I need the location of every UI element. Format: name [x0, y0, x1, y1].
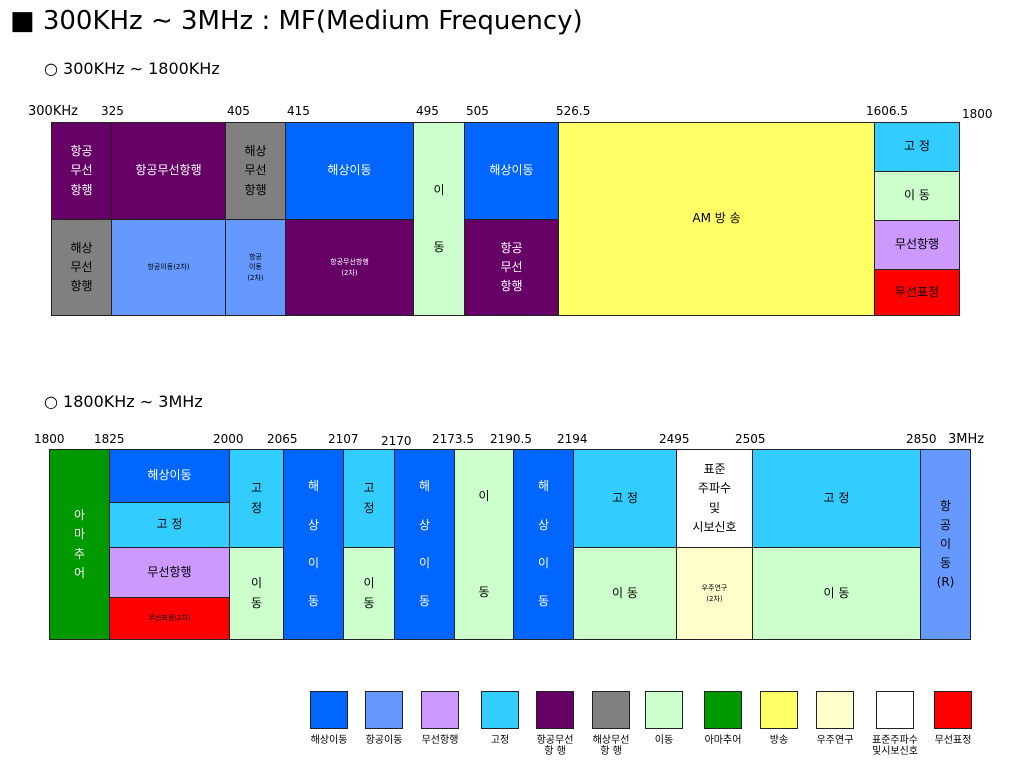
tick-label: 2194: [557, 432, 588, 446]
tick-label: 2505: [735, 432, 766, 446]
tick-label: 2107: [328, 432, 359, 446]
legend-label: 항공무선 항 행: [536, 735, 574, 757]
band-block: 해 상 이 동: [394, 449, 455, 640]
legend-label: 표준주파수 및시보신호: [872, 735, 918, 757]
tick-label: 415: [287, 104, 310, 118]
legend-label: 우주연구: [816, 735, 854, 746]
page-title: ■ 300KHz ∼ 3MHz : MF(Medium Frequency): [10, 6, 583, 36]
band-block: 고 정: [752, 449, 921, 548]
band-block: AM 방 송: [558, 122, 875, 316]
legend-swatch: [481, 691, 519, 729]
legend-label: 무선표정: [934, 735, 972, 746]
legend-label: 방송: [769, 735, 789, 746]
band-block: 항 공 이 동 (R): [920, 449, 971, 640]
legend-swatch: [536, 691, 574, 729]
section1-heading: ○ 300KHz ∼ 1800KHz: [44, 59, 220, 78]
tick-label: 1606.5: [866, 104, 908, 118]
legend-label: 아마추어: [704, 735, 742, 746]
band-block: 아 마 추 어: [49, 449, 110, 640]
legend-label: 해상무선 항 행: [592, 735, 630, 757]
band-block: 고 정: [229, 449, 284, 548]
tick-label: 2173.5: [432, 432, 474, 446]
band-block: 무선표정: [874, 269, 960, 316]
legend-label: 무선항행: [421, 735, 459, 746]
band-block: 이 동: [573, 547, 677, 640]
legend-swatch: [365, 691, 403, 729]
tick-label: 2495: [659, 432, 690, 446]
band-block: 해상이동: [109, 449, 230, 503]
tick-label: 1800: [34, 432, 65, 446]
band-block: 항공무선항행: [111, 122, 226, 220]
legend-swatch: [421, 691, 459, 729]
tick-label: 1825: [94, 432, 125, 446]
band-block: 이 동: [874, 171, 960, 221]
band-block: 이 동: [229, 547, 284, 640]
band-block: 표준 주파수 및 시보신호: [676, 449, 753, 548]
band-block: 무선표정(2차): [109, 597, 230, 640]
band-block: 무선항행: [874, 220, 960, 270]
tick-label: 2190.5: [490, 432, 532, 446]
tick-label: 2850: [906, 432, 937, 446]
band-block: 이 동: [343, 547, 395, 640]
band-block: 이 동: [413, 122, 465, 316]
legend-label: 항공이동: [365, 735, 403, 746]
legend-swatch: [934, 691, 972, 729]
tick-label: 2065: [267, 432, 298, 446]
band-block: 항공이동(2차): [111, 219, 226, 316]
band-block: 항공무선항행 (2차): [285, 219, 414, 316]
band-block: 고 정: [109, 502, 230, 548]
tick-label: 526.5: [556, 104, 591, 118]
band-block: 해 상 이 동: [283, 449, 344, 640]
legend-label: 고정: [490, 735, 510, 746]
tick-label: 325: [101, 104, 124, 118]
tick-label: 505: [466, 104, 489, 118]
legend-label: 이동: [654, 735, 674, 746]
band-block: 우주연구 (2차): [676, 547, 753, 640]
band-block: 고 정: [343, 449, 395, 548]
legend-swatch: [704, 691, 742, 729]
band-block: 해상이동: [464, 122, 559, 220]
legend-swatch: [592, 691, 630, 729]
band-block: 항공 무선 항행: [51, 122, 112, 220]
legend-swatch: [310, 691, 348, 729]
band-block: 이 동: [752, 547, 921, 640]
band-block: 항공 이동 (2차): [225, 219, 286, 316]
band-block: 해 상 이 동: [513, 449, 574, 640]
band-block: 고 정: [874, 122, 960, 172]
band-block: 해상 무선 항행: [225, 122, 286, 220]
band-block: 고 정: [573, 449, 677, 548]
tick-label: 3MHz: [948, 432, 985, 447]
tick-label: 495: [416, 104, 439, 118]
legend-swatch: [645, 691, 683, 729]
legend-swatch: [876, 691, 914, 729]
band-block: 이 동: [454, 449, 514, 640]
tick-label: 300KHz: [28, 104, 78, 119]
tick-label: 2000: [213, 432, 244, 446]
tick-label: 405: [227, 104, 250, 118]
legend-swatch: [816, 691, 854, 729]
legend-swatch: [760, 691, 798, 729]
band-block: 항공 무선 항행: [464, 219, 559, 316]
band-block: 무선항행: [109, 547, 230, 598]
legend-label: 해상이동: [310, 735, 348, 746]
section2-heading: ○ 1800KHz ∼ 3MHz: [44, 392, 203, 411]
band-block: 해상 무선 항행: [51, 219, 112, 316]
tick-label: 1800: [962, 107, 993, 121]
tick-label: 2170: [381, 434, 412, 448]
band-block: 해상이동: [285, 122, 414, 220]
